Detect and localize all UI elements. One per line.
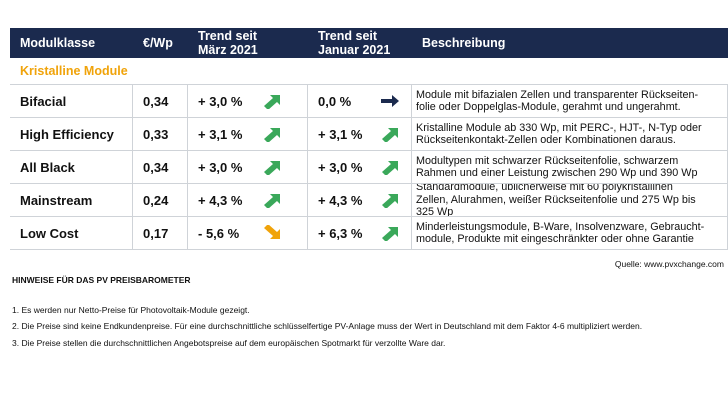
note: 2. Die Preise sind keine Endkundenpreise… bbox=[12, 321, 643, 331]
cell: 0,17 bbox=[133, 217, 188, 250]
header-line: Trend seit bbox=[198, 29, 258, 43]
cell: 0,34 bbox=[133, 151, 188, 184]
cell: 0,33 bbox=[133, 118, 188, 151]
trend-arrow bbox=[264, 161, 280, 175]
arrow-shape bbox=[382, 194, 398, 208]
header-line: Januar 2021 bbox=[318, 43, 391, 57]
trend-arrow bbox=[264, 128, 280, 142]
cell: + 3,1 % bbox=[188, 118, 308, 151]
description-line: module, Produkte mit eingeschränkter ode… bbox=[416, 233, 694, 245]
header-cell: Trend seit März 2021 bbox=[188, 28, 308, 58]
cell: + 3,1 % bbox=[308, 118, 412, 151]
trend-arrow bbox=[381, 95, 399, 107]
arrow-shape bbox=[264, 95, 280, 109]
header-line: Trend seit bbox=[318, 29, 378, 43]
trend-arrow bbox=[382, 161, 398, 175]
arrow-shape bbox=[382, 161, 398, 175]
description-line: Kristalline Module ab 330 Wp, mit PERC-,… bbox=[416, 121, 702, 134]
notes-title: HINWEISE FÜR DAS PV PREISBAROMETER bbox=[12, 275, 191, 285]
cell: Bifacial bbox=[10, 85, 133, 118]
cell: 0,24 bbox=[133, 184, 188, 217]
description-line: Module mit bifazialen Zellen und transpa… bbox=[416, 88, 699, 101]
description-line: Rahmen und einer Leistung zwischen 290 W… bbox=[416, 167, 698, 179]
cell: Mainstream bbox=[10, 184, 133, 217]
arrow-shape bbox=[264, 225, 280, 239]
description-line: Zellen, Alurahmen, weißer Rückseitenfoli… bbox=[416, 193, 696, 206]
cell: 0,0 % bbox=[308, 85, 412, 118]
cell: + 3,0 % bbox=[188, 85, 308, 118]
description-line: Minderleistungsmodule, B-Ware, Insolvenz… bbox=[416, 220, 705, 233]
arrow-shape bbox=[264, 194, 280, 208]
trend-arrow bbox=[382, 194, 398, 208]
note: 1. Es werden nur Netto-Preise für Photov… bbox=[12, 305, 250, 315]
arrow-shape bbox=[264, 128, 280, 142]
trend-arrow bbox=[264, 194, 280, 208]
cell: + 3,0 % bbox=[188, 151, 308, 184]
cell: + 4,3 % bbox=[308, 184, 412, 217]
cell: + 6,3 % bbox=[308, 217, 412, 250]
arrow-shape bbox=[382, 128, 398, 142]
cell: 0,34 bbox=[133, 85, 188, 118]
description-line: Modultypen mit schwarzer Rückseitenfolie… bbox=[416, 154, 679, 167]
arrow-shape bbox=[382, 227, 398, 241]
note: 3. Die Preise stellen die durchschnittli… bbox=[12, 338, 446, 348]
description-line: Rückseitenkontakt-Zellen oder Kombinatio… bbox=[416, 134, 676, 146]
cell: High Efficiency bbox=[10, 118, 133, 151]
section-label: Kristalline Module bbox=[10, 58, 728, 85]
header-cell: Beschreibung bbox=[412, 28, 728, 58]
description-cell: Standardmodule, üblicherweise mit 60 pol… bbox=[412, 184, 728, 217]
header-cell: Trend seit Januar 2021 bbox=[308, 28, 412, 58]
trend-arrow bbox=[382, 128, 398, 142]
header-cell: €/Wp bbox=[133, 28, 188, 58]
description-line: folie oder Doppelglas-Module, gerahmt un… bbox=[416, 101, 681, 113]
source: Quelle: www.pvxchange.com bbox=[614, 259, 724, 269]
arrow-shape bbox=[381, 95, 399, 107]
header-cell: Modulklasse bbox=[10, 28, 133, 58]
cell: Low Cost bbox=[10, 217, 133, 250]
description-line: Standardmodule, üblicherweise mit 60 pol… bbox=[416, 184, 673, 194]
header-line: März 2021 bbox=[198, 43, 258, 57]
cell: + 3,0 % bbox=[308, 151, 412, 184]
description-cell: Minderleistungsmodule, B-Ware, Insolvenz… bbox=[412, 217, 728, 250]
trend-arrow bbox=[264, 225, 280, 239]
cell: + 4,3 % bbox=[188, 184, 308, 217]
trend-arrow bbox=[264, 95, 280, 109]
cell: - 5,6 % bbox=[188, 217, 308, 250]
description-line: 325 Wp bbox=[416, 206, 454, 217]
trend-arrow bbox=[382, 227, 398, 241]
description-cell: Kristalline Module ab 330 Wp, mit PERC-,… bbox=[412, 118, 728, 151]
cell: All Black bbox=[10, 151, 133, 184]
description-cell: Module mit bifazialen Zellen und transpa… bbox=[412, 85, 728, 118]
description-cell: Modultypen mit schwarzer Rückseitenfolie… bbox=[412, 151, 728, 184]
arrow-shape bbox=[264, 161, 280, 175]
